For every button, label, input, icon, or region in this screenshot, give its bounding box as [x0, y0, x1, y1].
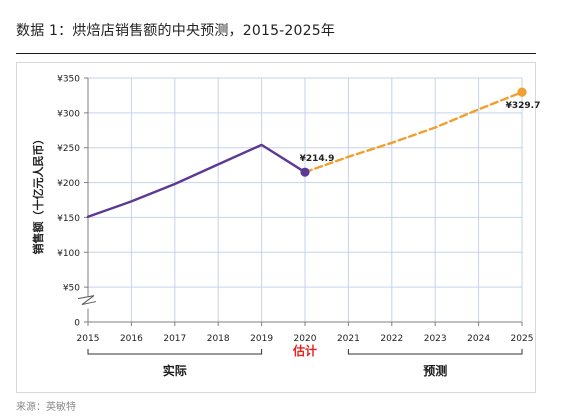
y-tick-label: ¥350: [57, 75, 80, 85]
axis-break-icon: [77, 295, 97, 306]
period-label: 估计: [292, 343, 317, 358]
x-tick-label: 2015: [77, 334, 100, 344]
title-divider: [16, 53, 536, 54]
x-tick-label: 2018: [207, 334, 230, 344]
x-tick-label: 2024: [467, 334, 490, 344]
period-bracket: [87, 349, 263, 355]
x-tick-label: 2022: [380, 334, 403, 344]
source-note: 来源：英敏特: [16, 402, 76, 413]
period-label: 实际: [163, 363, 187, 378]
x-tick-label: 2017: [163, 334, 186, 344]
series-line-actual: [86, 143, 307, 218]
data-point-marker: [300, 167, 310, 177]
y-tick-label: 0: [74, 319, 80, 329]
x-tick-label: 2016: [120, 334, 143, 344]
axis-layer: 0 ¥50 ¥100 ¥150 ¥200 ¥250 ¥300 ¥350 2015 2016 2017…: [31, 75, 533, 345]
period-label: 预测: [423, 363, 447, 378]
x-tick-label: 2019: [250, 334, 273, 344]
y-tick-label: ¥150: [57, 214, 80, 224]
data-label: ¥329.7: [506, 101, 541, 111]
y-tick-label: ¥200: [57, 179, 80, 189]
x-tick-label: 2021: [337, 334, 360, 344]
chart-frame: [16, 62, 536, 393]
series-layer: [86, 87, 527, 218]
series-line-forecast: [303, 90, 524, 174]
label-layer: ¥214.9 ¥329.7: [300, 101, 541, 164]
x-tick-label: 2020: [294, 334, 317, 344]
y-tick-label: ¥100: [57, 249, 80, 259]
y-tick-label: ¥300: [57, 109, 80, 119]
y-tick-label: ¥50: [63, 284, 80, 294]
grid-layer: [87, 77, 523, 322]
y-tick-label: ¥250: [57, 144, 80, 154]
x-tick-label: 2023: [424, 334, 447, 344]
chart-title: 数据 1：烘焙店销售额的中央预测，2015-2025年: [16, 23, 336, 39]
period-bracket: [347, 349, 523, 355]
y-axis-title: 销售额（十亿元人民币）: [31, 134, 45, 255]
data-point-marker: [517, 87, 527, 97]
data-label: ¥214.9: [300, 154, 335, 164]
axis-break-mask: [76, 296, 96, 309]
x-tick-label: 2025: [511, 334, 534, 344]
